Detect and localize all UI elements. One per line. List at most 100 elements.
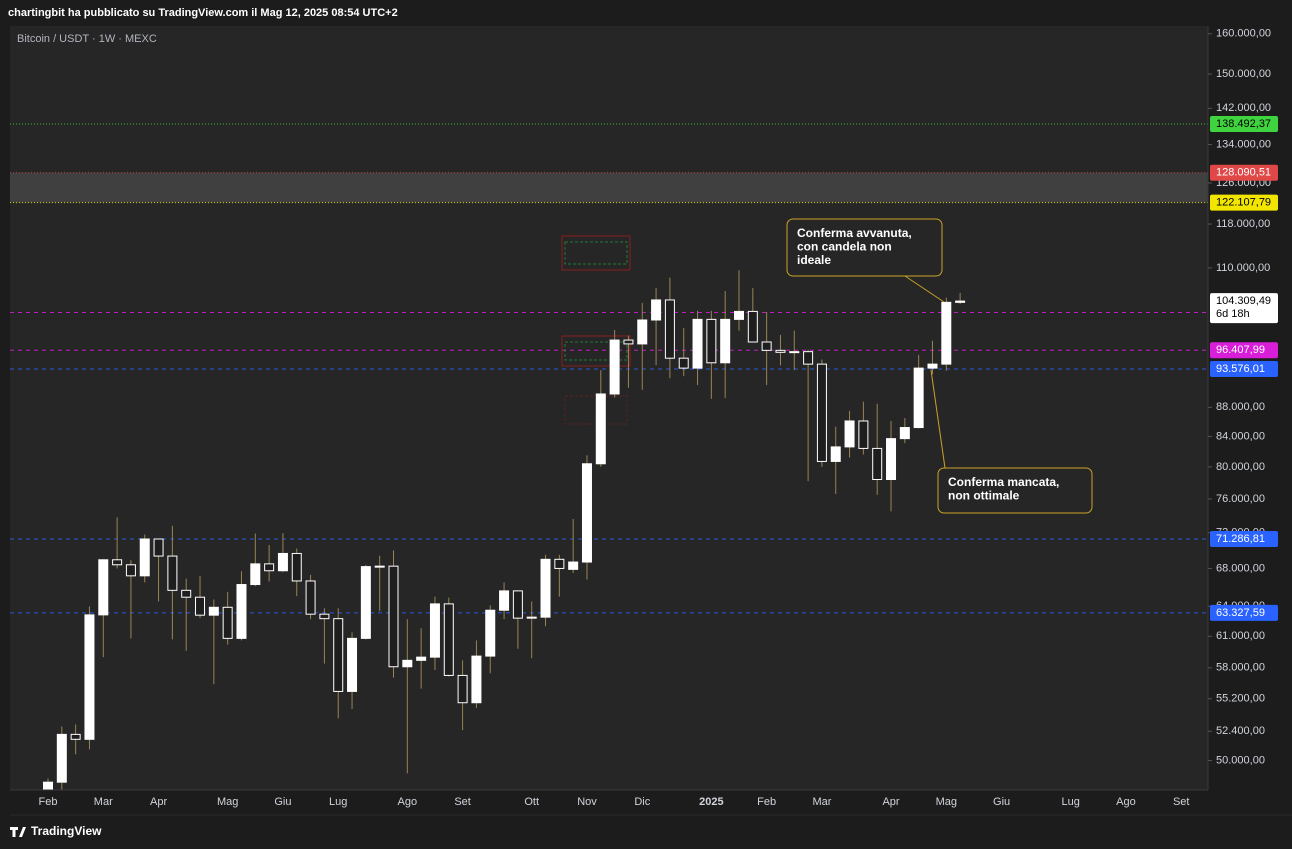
chart-title: Bitcoin / USDT · 1W · MEXC	[17, 33, 157, 45]
header: chartingbit ha pubblicato su TradingView…	[8, 7, 398, 19]
candle-body	[526, 616, 537, 619]
candle-body	[264, 563, 275, 572]
price-zone	[10, 172, 1208, 203]
candle-body	[56, 733, 67, 783]
candle-body	[568, 561, 579, 570]
price-label: 128.090,51	[1216, 167, 1271, 179]
candle-body	[360, 566, 371, 639]
candle-body	[153, 538, 164, 557]
candle-body	[609, 339, 620, 395]
y-tick-label: 110.000,00	[1216, 262, 1270, 274]
candle-body	[678, 357, 689, 369]
candle-body	[43, 781, 53, 790]
y-tick-label: 68.000,00	[1216, 562, 1265, 574]
brand: TradingView	[31, 824, 102, 838]
candle-body	[305, 580, 316, 615]
x-tick-label: Set	[1173, 796, 1190, 808]
candle-body	[734, 310, 744, 320]
candle-body	[347, 637, 358, 692]
price-label-box	[1210, 530, 1278, 547]
annotation-pointer	[904, 275, 945, 303]
annotation-text: ideale	[797, 253, 831, 267]
price-label-box	[1210, 604, 1278, 621]
y-tick-label: 50.000,00	[1216, 754, 1265, 766]
candle-body	[277, 552, 288, 572]
x-tick-label: Giu	[993, 796, 1010, 808]
candle-body	[664, 299, 675, 359]
candle-body	[181, 589, 192, 598]
x-tick-label: Ago	[1116, 796, 1136, 808]
annotation-box	[937, 467, 1093, 514]
zone-box	[561, 235, 631, 271]
countdown: 6d 18h	[1216, 308, 1250, 320]
candle-body	[499, 590, 510, 611]
annotation-box	[786, 218, 943, 277]
candle-body	[222, 606, 233, 639]
price-label-box	[1210, 164, 1278, 181]
x-tick-label: Ago	[398, 796, 418, 808]
candle-body	[374, 565, 385, 568]
x-tick-label: Set	[454, 796, 471, 808]
candle-body	[291, 552, 302, 582]
candle-body	[388, 565, 399, 668]
price-label: 93.576,01	[1216, 363, 1265, 375]
y-tick-label: 52.400,00	[1216, 725, 1265, 737]
y-tick-label: 58.000,00	[1216, 662, 1265, 674]
y-tick-label: 160.000,00	[1216, 28, 1271, 40]
last-price-box	[1210, 293, 1278, 324]
y-tick-label: 61.000,00	[1216, 630, 1265, 642]
candle-body	[830, 446, 841, 462]
candle-body	[651, 299, 662, 321]
plot-area	[10, 26, 1208, 790]
x-tick-label: 2025	[699, 796, 723, 808]
candle-body	[595, 393, 606, 465]
price-label-box	[1210, 360, 1278, 377]
y-tick-label: 118.000,00	[1216, 218, 1270, 230]
price-label-box	[1210, 115, 1278, 132]
candle-body	[125, 564, 136, 577]
price-label-box	[1210, 194, 1278, 211]
x-tick-label: Apr	[882, 796, 899, 808]
candle-body	[816, 363, 827, 462]
candle-body	[692, 318, 703, 369]
x-tick-label: Feb	[39, 796, 58, 808]
y-tick-label: 142.000,00	[1216, 102, 1271, 114]
x-tick-label: Feb	[757, 796, 776, 808]
candle-body	[775, 349, 786, 353]
zone-box	[564, 241, 628, 265]
y-tick-label: 88.000,00	[1216, 401, 1265, 413]
candle-body	[333, 618, 344, 692]
candle-body	[250, 563, 261, 586]
x-tick-label: Apr	[150, 796, 167, 808]
x-tick-label: Mar	[94, 796, 113, 808]
zone-box	[564, 341, 628, 361]
x-tick-label: Lug	[329, 796, 347, 808]
y-tick-label: 150.000,00	[1216, 68, 1271, 80]
candle-body	[941, 301, 952, 365]
x-tick-label: Mag	[936, 796, 957, 808]
y-tick-label: 84.000,00	[1216, 430, 1265, 442]
candle-body	[429, 603, 440, 658]
y-tick-label: 55.200,00	[1216, 693, 1265, 705]
x-tick-label: Ott	[524, 796, 539, 808]
annotation-pointer	[930, 369, 946, 469]
x-tick-label: Lug	[1062, 796, 1080, 808]
candle-body	[139, 538, 150, 577]
candle-body	[112, 559, 123, 566]
candle-body	[84, 614, 95, 740]
candle-body	[872, 447, 883, 481]
candle-body	[858, 420, 869, 449]
candle-body	[637, 319, 648, 345]
candle-body	[789, 351, 800, 354]
candle-body	[471, 655, 482, 704]
candle-body	[416, 656, 427, 661]
candle-body	[899, 427, 910, 440]
candle-body	[955, 300, 966, 303]
price-label: 63.327,59	[1216, 607, 1265, 619]
candle-body	[485, 609, 496, 657]
candle-body	[706, 318, 717, 364]
x-tick-label: Mar	[812, 796, 831, 808]
candle-body	[927, 363, 938, 369]
